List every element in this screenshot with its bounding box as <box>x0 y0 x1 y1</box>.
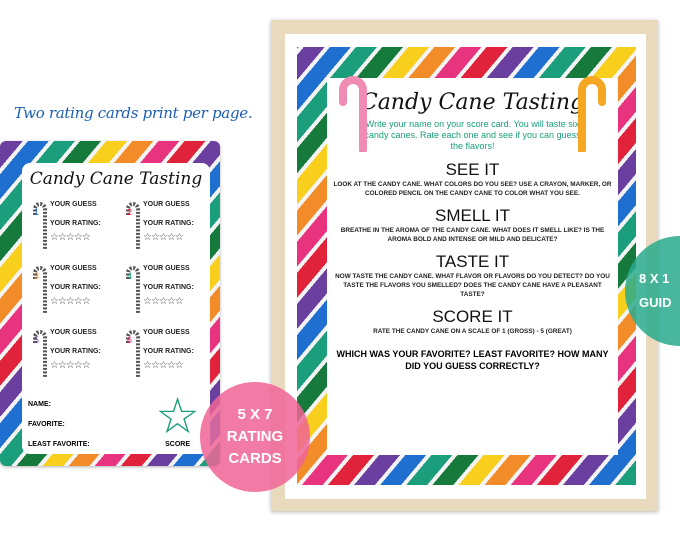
item-number: 5 <box>34 335 40 345</box>
rating-item: 1 YOUR GUESS YOUR RATING: ☆☆☆☆☆ <box>28 201 121 257</box>
section-heading: SMELL IT <box>435 206 510 225</box>
guess-label: YOUR GUESS <box>50 265 97 272</box>
item-number: 3 <box>34 271 40 281</box>
rating-stars[interactable]: ☆☆☆☆☆ <box>143 296 184 307</box>
guide-poster: Candy Cane Tasting Write your name on yo… <box>297 47 636 485</box>
tagline: Two rating cards print per page. <box>14 104 253 122</box>
rating-label: YOUR RATING: <box>50 348 101 355</box>
rating-stars[interactable]: ☆☆☆☆☆ <box>143 360 184 371</box>
card-fields: NAME: FAVORITE: LEAST FAVORITE: <box>28 395 90 455</box>
guide-section: TASTE IT NOW TASTE THE CANDY CANE. WHAT F… <box>333 252 612 299</box>
rating-stars[interactable]: ☆☆☆☆☆ <box>143 232 184 243</box>
badge-line: 5 X 7 <box>237 406 273 423</box>
favorite-label: FAVORITE: <box>28 421 65 428</box>
badge-line: CARDS <box>228 450 282 467</box>
item-number: 4 <box>127 271 133 281</box>
guide-section: SMELL IT BREATHE IN THE AROMA OF THE CAND… <box>333 206 612 244</box>
item-number: 1 <box>34 207 40 217</box>
section-heading: TASTE IT <box>435 252 510 271</box>
rating-item: 5 YOUR GUESS YOUR RATING: ☆☆☆☆☆ <box>28 329 121 385</box>
guide-title: Candy Cane Tasting <box>360 90 585 115</box>
rating-label: YOUR RATING: <box>50 284 101 291</box>
section-heading: SEE IT <box>445 160 500 179</box>
rating-card-inner: Candy Cane Tasting 1 YOUR GUESS YOUR RAT… <box>22 163 210 454</box>
rating-grid: 1 YOUR GUESS YOUR RATING: ☆☆☆☆☆ 2 YOUR G… <box>28 201 214 385</box>
rating-stars[interactable]: ☆☆☆☆☆ <box>50 296 91 307</box>
name-label: NAME: <box>28 401 51 408</box>
rating-item: 2 YOUR GUESS YOUR RATING: ☆☆☆☆☆ <box>121 201 214 257</box>
section-text: RATE THE CANDY CANE ON A SCALE OF 1 (GRO… <box>373 328 572 335</box>
item-number: 6 <box>127 335 133 345</box>
guide-intro: Write your name on your score card. You … <box>364 119 581 151</box>
rating-label: YOUR RATING: <box>143 220 194 227</box>
guess-label: YOUR GUESS <box>143 265 190 272</box>
rating-label: YOUR RATING: <box>50 220 101 227</box>
section-text: LOOK AT THE CANDY CANE. WHAT COLORS DO Y… <box>333 181 612 197</box>
frame-mat: Candy Cane Tasting Write your name on yo… <box>285 34 646 499</box>
score-label: SCORE <box>165 441 191 448</box>
wood-frame: Candy Cane Tasting Write your name on yo… <box>271 20 658 511</box>
guide-section: SCORE IT RATE THE CANDY CANE ON A SCALE O… <box>333 307 612 336</box>
section-text: BREATHE IN THE AROMA OF THE CANDY CANE. … <box>340 227 605 243</box>
rating-label: YOUR RATING: <box>143 284 194 291</box>
section-heading: SCORE IT <box>432 307 513 326</box>
guess-label: YOUR GUESS <box>143 329 190 336</box>
guide-question: WHICH WAS YOUR FAVORITE? LEAST FAVORITE?… <box>336 349 609 371</box>
card-title: Candy Cane Tasting <box>29 169 203 189</box>
item-number: 2 <box>127 207 133 217</box>
least-favorite-label: LEAST FAVORITE: <box>28 441 90 448</box>
rating-stars[interactable]: ☆☆☆☆☆ <box>50 360 91 371</box>
size-badge-5x7: 5 X 7 RATING CARDS <box>200 382 310 492</box>
guide-sections: SEE IT LOOK AT THE CANDY CANE. WHAT COLOR… <box>333 160 612 336</box>
badge-line: GUID <box>639 295 672 310</box>
guess-label: YOUR GUESS <box>50 329 97 336</box>
star-icon: ☆ <box>155 388 200 444</box>
section-text: NOW TASTE THE CANDY CANE. WHAT FLAVOR OR… <box>335 273 610 298</box>
badge-line: RATING <box>226 428 284 445</box>
score-box: ☆ SCORE <box>155 391 200 448</box>
badge-line: 8 X 1 <box>639 271 670 286</box>
pink-candy-cane-icon <box>339 76 367 152</box>
rating-item: 3 YOUR GUESS YOUR RATING: ☆☆☆☆☆ <box>28 265 121 321</box>
guess-label: YOUR GUESS <box>143 201 190 208</box>
rating-item: 6 YOUR GUESS YOUR RATING: ☆☆☆☆☆ <box>121 329 214 385</box>
guide-inner: Candy Cane Tasting Write your name on yo… <box>327 76 618 455</box>
guide-section: SEE IT LOOK AT THE CANDY CANE. WHAT COLOR… <box>333 160 612 198</box>
rating-item: 4 YOUR GUESS YOUR RATING: ☆☆☆☆☆ <box>121 265 214 321</box>
rating-stars[interactable]: ☆☆☆☆☆ <box>50 232 91 243</box>
orange-candy-cane-icon <box>578 76 606 152</box>
rating-label: YOUR RATING: <box>143 348 194 355</box>
rating-card: Candy Cane Tasting 1 YOUR GUESS YOUR RAT… <box>0 141 220 466</box>
guess-label: YOUR GUESS <box>50 201 97 208</box>
